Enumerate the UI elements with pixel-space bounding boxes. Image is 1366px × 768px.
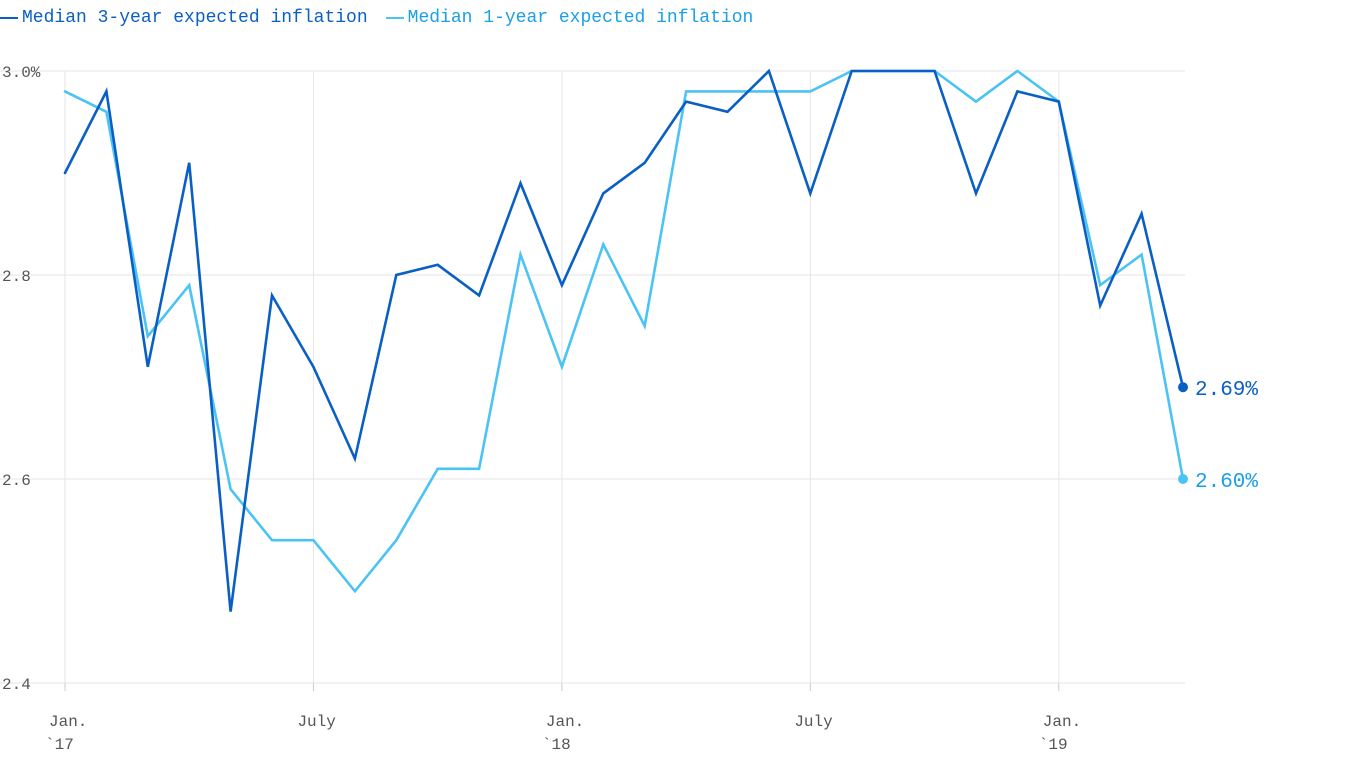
y-tick-label: 3.0% (2, 64, 41, 82)
x-tick-label: July (297, 713, 336, 731)
end-markers: 2.69% 2.60% (1178, 379, 1258, 494)
series-line-3-year (63, 68, 1185, 612)
legend-item-3-year: Median 3-year expected inflation (0, 8, 368, 28)
x-tick-label: July (794, 713, 833, 731)
x-tick-label: Jan. (546, 713, 584, 731)
gridlines (0, 70, 1185, 684)
x-tick-label: Jan. (49, 713, 87, 731)
end-label-3-year: 2.69% (1195, 379, 1258, 402)
legend-swatch-3-year (0, 17, 18, 19)
legend-item-1-year: Median 1-year expected inflation (385, 8, 754, 28)
y-tick-label: 2.8 (2, 268, 31, 286)
x-axis-ticks: Jan. `17 July Jan. `18 July Jan. `19 (45, 683, 1081, 754)
end-label-1-year: 2.60% (1195, 471, 1258, 494)
series-lines (63, 68, 1185, 612)
y-tick-label: 2.6 (2, 472, 31, 490)
series-line-1-year (63, 69, 1185, 594)
x-tick-label: Jan. (1043, 713, 1081, 731)
x-tick-year-label: `18 (542, 736, 571, 754)
x-tick-year-label: `19 (1039, 736, 1068, 754)
legend-label-3-year: Median 3-year expected inflation (22, 8, 368, 28)
legend-swatch-1-year (385, 17, 404, 19)
x-tick-year-label: `17 (45, 736, 74, 754)
end-marker-1-year (1178, 474, 1188, 484)
legend: Median 3-year expected inflation Median … (0, 6, 771, 30)
legend-label-1-year: Median 1-year expected inflation (407, 8, 754, 28)
y-tick-label: 2.4 (2, 676, 31, 694)
end-marker-3-year (1178, 382, 1188, 393)
y-axis-ticks: 3.0% 2.8 2.6 2.4 (2, 64, 41, 694)
